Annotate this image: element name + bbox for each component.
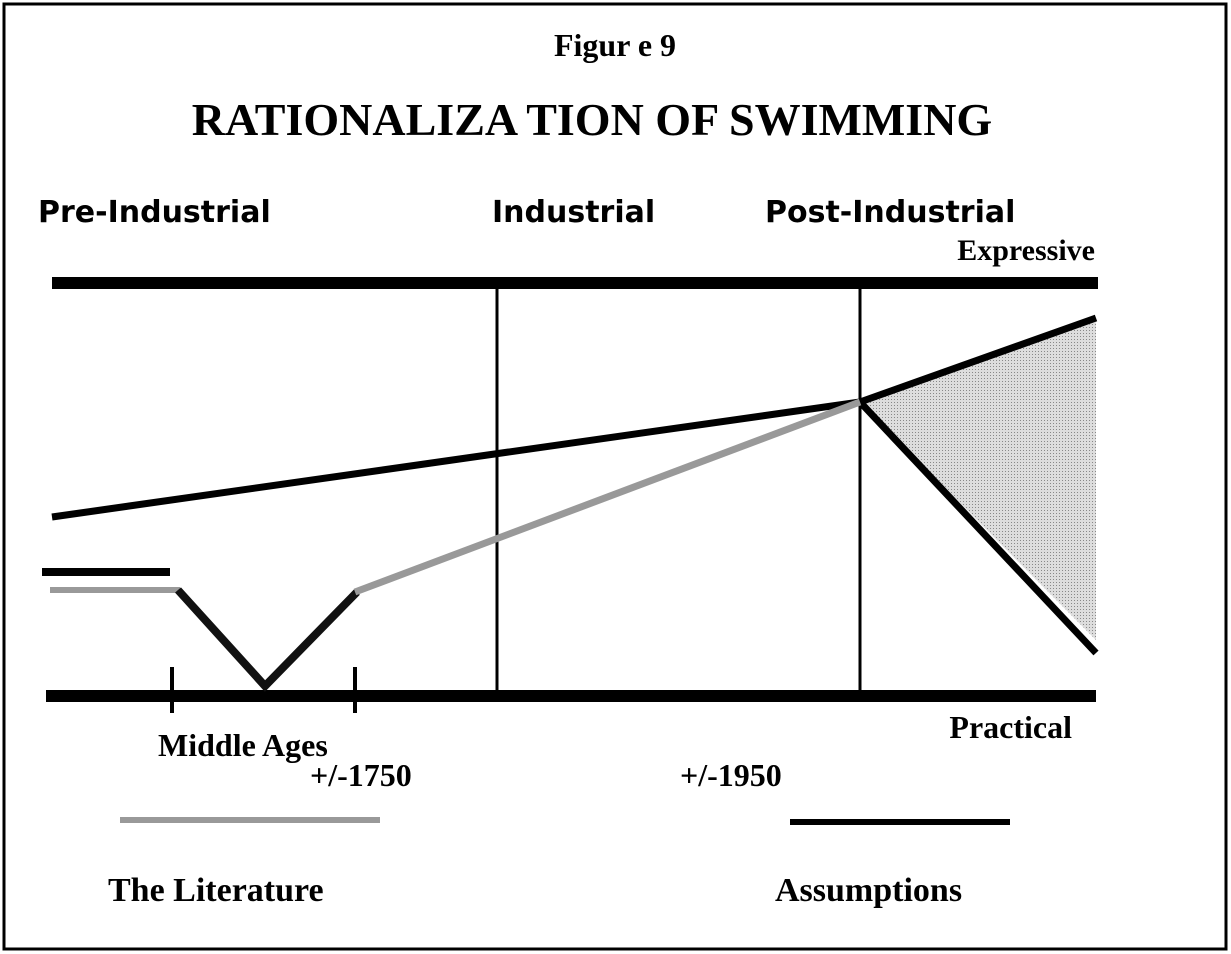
axis-label: Practical [949,709,1072,745]
period-label: Post-Industrial [765,195,1015,230]
period-label: Pre-Industrial [38,195,271,230]
assumption-line [857,399,1099,656]
marker-label: +/-1950 [680,757,782,793]
shaded-area [860,322,1096,640]
axis-label: Expressive [957,234,1095,267]
period-label: Industrial [492,195,655,230]
literature-line [353,398,862,596]
literature-line [175,587,360,692]
legend-label: The Literature [108,872,324,909]
marker-label: +/-1750 [310,757,412,793]
figure-label: Figur e 9 [554,27,676,63]
marker-label: Middle Ages [158,727,328,763]
title: RATIONALIZA TION OF SWIMMING [192,94,992,145]
legend-label: Assumptions [775,872,962,909]
